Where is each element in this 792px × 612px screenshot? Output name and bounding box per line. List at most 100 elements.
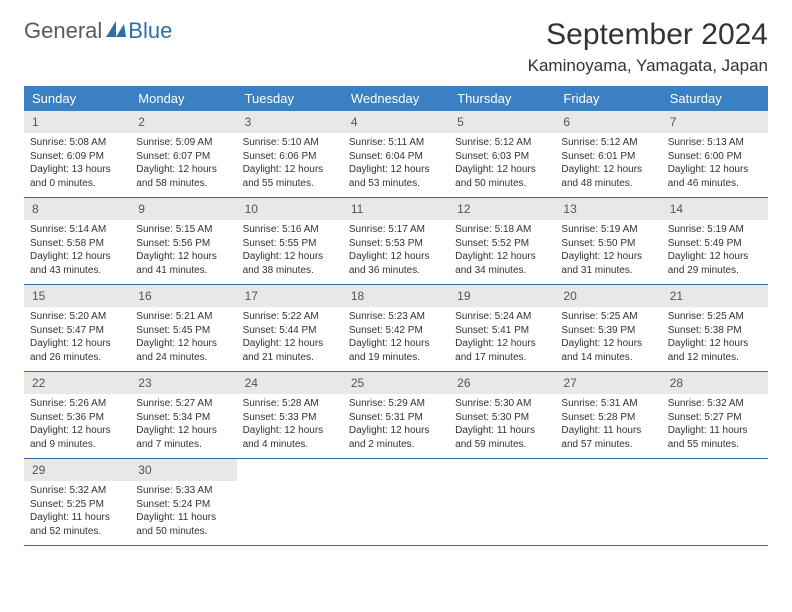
cell-body: Sunrise: 5:23 AMSunset: 5:42 PMDaylight:… (343, 307, 449, 370)
calendar-cell (237, 459, 343, 545)
daylight-line2: and 7 minutes. (136, 438, 230, 452)
cell-body: Sunrise: 5:30 AMSunset: 5:30 PMDaylight:… (449, 394, 555, 457)
daylight-line1: Daylight: 12 hours (243, 424, 337, 438)
sunrise-text: Sunrise: 5:14 AM (30, 223, 124, 237)
cell-body: Sunrise: 5:16 AMSunset: 5:55 PMDaylight:… (237, 220, 343, 283)
daylight-line2: and 12 minutes. (668, 351, 762, 365)
calendar-cell: 27Sunrise: 5:31 AMSunset: 5:28 PMDayligh… (555, 372, 661, 458)
daylight-line1: Daylight: 12 hours (243, 163, 337, 177)
daylight-line2: and 41 minutes. (136, 264, 230, 278)
cell-body: Sunrise: 5:11 AMSunset: 6:04 PMDaylight:… (343, 133, 449, 196)
daylight-line2: and 57 minutes. (561, 438, 655, 452)
sunrise-text: Sunrise: 5:26 AM (30, 397, 124, 411)
day-number: 29 (24, 459, 130, 481)
cell-body: Sunrise: 5:13 AMSunset: 6:00 PMDaylight:… (662, 133, 768, 196)
daylight-line2: and 53 minutes. (349, 177, 443, 191)
daylight-line2: and 59 minutes. (455, 438, 549, 452)
cell-body: Sunrise: 5:10 AMSunset: 6:06 PMDaylight:… (237, 133, 343, 196)
daylight-line2: and 24 minutes. (136, 351, 230, 365)
calendar-body: 1Sunrise: 5:08 AMSunset: 6:09 PMDaylight… (24, 111, 768, 546)
calendar-week: 8 Sunrise: 5:14 AMSunset: 5:58 PM Daylight… (24, 198, 768, 285)
daylight-line1: Daylight: 12 hours (561, 337, 655, 351)
daylight-line1: Daylight: 11 hours (455, 424, 549, 438)
daylight-line2: and 17 minutes. (455, 351, 549, 365)
calendar-cell: 30Sunrise: 5:33 AMSunset: 5:24 PMDayligh… (130, 459, 236, 545)
calendar-cell: 10Sunrise: 5:16 AMSunset: 5:55 PMDayligh… (237, 198, 343, 284)
day-number: 13 (555, 198, 661, 220)
day-header: Friday (555, 86, 661, 111)
cell-body: Sunrise: 5:18 AMSunset: 5:52 PMDaylight:… (449, 220, 555, 283)
day-number: 25 (343, 372, 449, 394)
daylight-line2: and 14 minutes. (561, 351, 655, 365)
day-number: 5 (449, 111, 555, 133)
day-headers-row: Sunday Monday Tuesday Wednesday Thursday… (24, 86, 768, 111)
day-number: 9 (130, 198, 236, 220)
calendar-cell: 24Sunrise: 5:28 AMSunset: 5:33 PMDayligh… (237, 372, 343, 458)
calendar-cell: 28Sunrise: 5:32 AMSunset: 5:27 PMDayligh… (662, 372, 768, 458)
calendar-cell: 26Sunrise: 5:30 AMSunset: 5:30 PMDayligh… (449, 372, 555, 458)
calendar-cell (555, 459, 661, 545)
sunrise-text: Sunrise: 5:13 AM (668, 136, 762, 150)
daylight-line1: Daylight: 12 hours (349, 250, 443, 264)
sunset-text: Sunset: 5:27 PM (668, 411, 762, 425)
daylight-line2: and 52 minutes. (30, 525, 124, 539)
day-number: 15 (24, 285, 130, 307)
day-header: Monday (130, 86, 236, 111)
cell-body: Sunrise: 5:12 AMSunset: 6:03 PMDaylight:… (449, 133, 555, 196)
daylight-line1: Daylight: 11 hours (561, 424, 655, 438)
day-header: Thursday (449, 86, 555, 111)
cell-body: Sunrise: 5:32 AMSunset: 5:25 PMDaylight:… (24, 481, 130, 544)
day-header: Saturday (662, 86, 768, 111)
cell-body: Sunrise: 5:15 AMSunset: 5:56 PMDaylight:… (130, 220, 236, 283)
calendar-cell: 8Sunrise: 5:14 AMSunset: 5:58 PMDaylight… (24, 198, 130, 284)
day-number: 1 (24, 111, 130, 133)
sunset-text: Sunset: 5:28 PM (561, 411, 655, 425)
day-number: 21 (662, 285, 768, 307)
sunrise-text: Sunrise: 5:27 AM (136, 397, 230, 411)
logo: General Blue (24, 18, 172, 44)
sunrise-text: Sunrise: 5:25 AM (561, 310, 655, 324)
cell-body: Sunrise: 5:31 AMSunset: 5:28 PMDaylight:… (555, 394, 661, 457)
calendar-week: 29Sunrise: 5:32 AMSunset: 5:25 PMDayligh… (24, 459, 768, 546)
day-number: 8 (24, 198, 130, 220)
logo-text-general: General (24, 18, 102, 44)
daylight-line1: Daylight: 12 hours (455, 337, 549, 351)
calendar-cell: 20Sunrise: 5:25 AMSunset: 5:39 PMDayligh… (555, 285, 661, 371)
day-number: 26 (449, 372, 555, 394)
sunrise-text: Sunrise: 5:10 AM (243, 136, 337, 150)
cell-body: Sunrise: 5:29 AMSunset: 5:31 PMDaylight:… (343, 394, 449, 457)
logo-text-blue: Blue (128, 18, 172, 44)
daylight-line1: Daylight: 12 hours (561, 250, 655, 264)
calendar-cell: 22Sunrise: 5:26 AMSunset: 5:36 PMDayligh… (24, 372, 130, 458)
day-number: 23 (130, 372, 236, 394)
day-header: Tuesday (237, 86, 343, 111)
sunset-text: Sunset: 6:03 PM (455, 150, 549, 164)
calendar-week: 1Sunrise: 5:08 AMSunset: 6:09 PMDaylight… (24, 111, 768, 198)
sunrise-text: Sunrise: 5:31 AM (561, 397, 655, 411)
daylight-line1: Daylight: 12 hours (668, 250, 762, 264)
calendar-cell: 1Sunrise: 5:08 AMSunset: 6:09 PMDaylight… (24, 111, 130, 197)
calendar-week: 22Sunrise: 5:26 AMSunset: 5:36 PMDayligh… (24, 372, 768, 459)
daylight-line1: Daylight: 12 hours (349, 163, 443, 177)
sunset-text: Sunset: 5:50 PM (561, 237, 655, 251)
day-number: 12 (449, 198, 555, 220)
daylight-line2: and 19 minutes. (349, 351, 443, 365)
day-number: 10 (237, 198, 343, 220)
page-header: General Blue September 2024 Kaminoyama, … (24, 18, 768, 76)
day-number: 20 (555, 285, 661, 307)
day-number: 19 (449, 285, 555, 307)
daylight-line1: Daylight: 11 hours (136, 511, 230, 525)
cell-body: Sunrise: 5:12 AMSunset: 6:01 PMDaylight:… (555, 133, 661, 196)
sunset-text: Sunset: 5:44 PM (243, 324, 337, 338)
daylight-line1: Daylight: 12 hours (668, 163, 762, 177)
calendar-cell: 25Sunrise: 5:29 AMSunset: 5:31 PMDayligh… (343, 372, 449, 458)
calendar-cell: 18Sunrise: 5:23 AMSunset: 5:42 PMDayligh… (343, 285, 449, 371)
day-header: Wednesday (343, 86, 449, 111)
daylight-line1: Daylight: 12 hours (455, 250, 549, 264)
sunset-text: Sunset: 5:38 PM (668, 324, 762, 338)
sunrise-text: Sunrise: 5:09 AM (136, 136, 230, 150)
sunset-text: Sunset: 6:09 PM (30, 150, 124, 164)
calendar-week: 15Sunrise: 5:20 AMSunset: 5:47 PMDayligh… (24, 285, 768, 372)
sunset-text: Sunset: 5:25 PM (30, 498, 124, 512)
sunset-text: Sunset: 5:58 PM (30, 237, 124, 251)
